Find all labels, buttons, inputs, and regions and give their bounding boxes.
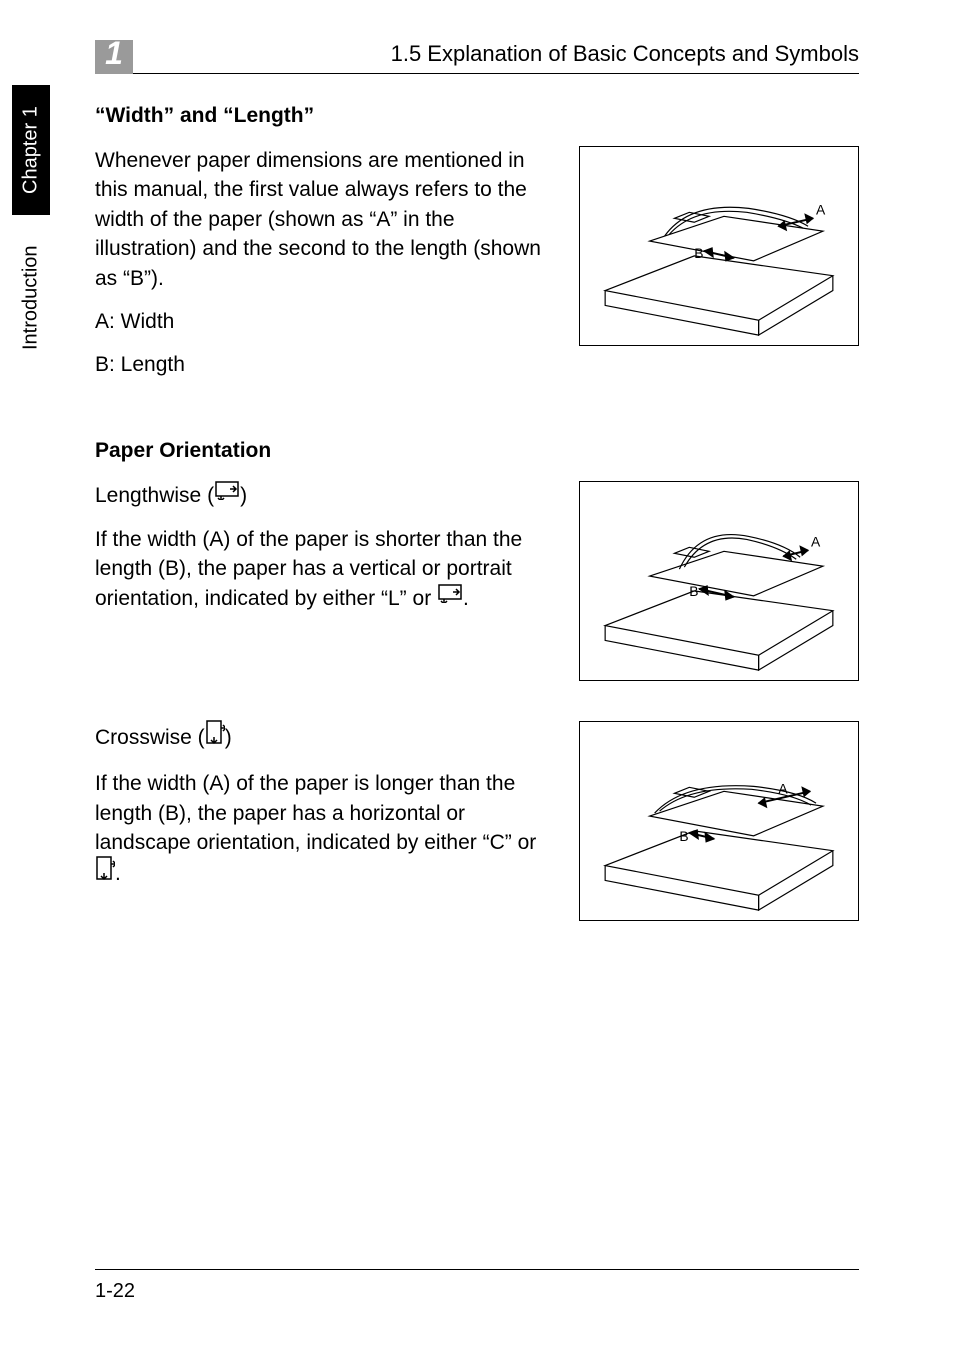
crosswise-icon-inline bbox=[95, 855, 115, 889]
chapter-tab-label: Chapter 1 bbox=[20, 106, 43, 194]
heading-paper-orientation: Paper Orientation bbox=[95, 439, 859, 463]
scanner-illustration-landscape: A B bbox=[580, 722, 858, 920]
lengthwise-icon-inline bbox=[437, 582, 463, 611]
diagram-lengthwise: A B bbox=[579, 481, 859, 681]
page-header: 1 1.5 Explanation of Basic Concepts and … bbox=[95, 34, 859, 74]
diagram-width-length: A B bbox=[579, 146, 859, 346]
page-content: “Width” and “Length” Whenever paper dime… bbox=[95, 104, 859, 966]
chapter-tab: Chapter 1 bbox=[12, 85, 50, 215]
label-b-length: B: Length bbox=[95, 350, 559, 379]
diagram-label-b: B bbox=[694, 245, 703, 261]
scanner-illustration-portrait: A B bbox=[580, 482, 858, 680]
chapter-number: 1 bbox=[105, 35, 123, 72]
label-crosswise: Crosswise () bbox=[95, 721, 559, 755]
page-footer: 1-22 bbox=[95, 1269, 859, 1303]
label-a-width: A: Width bbox=[95, 307, 559, 336]
scanner-illustration-balanced: A B bbox=[580, 147, 858, 345]
section-width-length: “Width” and “Length” Whenever paper dime… bbox=[95, 104, 859, 394]
paragraph-width-length: Whenever paper dimensions are mentioned … bbox=[95, 146, 559, 293]
diagram-label-a: A bbox=[778, 780, 788, 796]
page-number: 1-22 bbox=[95, 1280, 859, 1303]
heading-width-length: “Width” and “Length” bbox=[95, 104, 859, 128]
lengthwise-icon bbox=[214, 479, 240, 508]
diagram-label-b: B bbox=[689, 583, 698, 599]
chapter-number-box: 1 bbox=[95, 40, 133, 74]
diagram-crosswise: A B bbox=[579, 721, 859, 921]
section-paper-orientation: Paper Orientation Lengthwise () If the w… bbox=[95, 439, 859, 921]
paragraph-lengthwise: If the width (A) of the paper is shorter… bbox=[95, 525, 559, 614]
diagram-label-a: A bbox=[811, 533, 821, 549]
paragraph-crosswise: If the width (A) of the paper is longer … bbox=[95, 769, 559, 892]
diagram-label-a: A bbox=[816, 201, 826, 217]
header-title: 1.5 Explanation of Basic Concepts and Sy… bbox=[391, 41, 859, 67]
label-lengthwise: Lengthwise () bbox=[95, 481, 559, 511]
intro-tab-label: Introduction bbox=[20, 246, 43, 351]
diagram-label-b: B bbox=[679, 828, 688, 844]
crosswise-icon bbox=[205, 719, 225, 753]
introduction-tab: Introduction bbox=[12, 228, 50, 368]
